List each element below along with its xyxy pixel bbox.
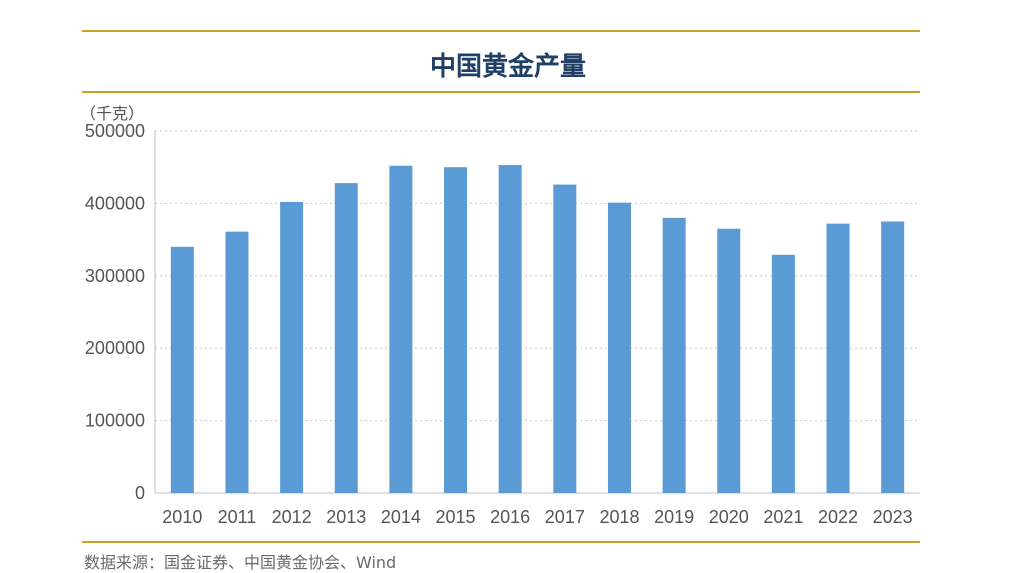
- y-axis-ticks: 0 100000 200000 300000 400000 500000: [85, 121, 145, 503]
- bar-2019: [662, 217, 686, 493]
- bar-2018: [607, 202, 631, 493]
- y-tick-label: 0: [135, 483, 145, 503]
- title-rule: [82, 91, 920, 93]
- bars: [170, 165, 905, 494]
- bar-2023: [881, 221, 905, 493]
- chart-title: 中国黄金产量: [429, 52, 586, 82]
- bar-2010: [170, 246, 194, 493]
- y-tick-label: 200000: [85, 338, 145, 358]
- top-rule: [82, 30, 920, 32]
- x-tick-label: 2010: [162, 507, 202, 527]
- x-tick-label: 2012: [272, 507, 312, 527]
- grid-lines: [155, 130, 920, 422]
- bar-2013: [334, 183, 358, 494]
- bar-2011: [225, 231, 249, 494]
- bar-2016: [498, 165, 522, 493]
- bar-2020: [717, 228, 741, 494]
- x-tick-label: 2016: [490, 507, 530, 527]
- y-tick-label: 400000: [85, 193, 145, 213]
- bottom-rule: [82, 541, 920, 543]
- x-tick-label: 2021: [763, 507, 803, 527]
- x-axis-ticks: 2010 2011 2012 2013 2014 2015 2016 2017 2018 2019…: [162, 507, 912, 527]
- x-tick-label: 2013: [326, 507, 366, 527]
- x-tick-label: 2023: [873, 507, 913, 527]
- bar-2021: [771, 254, 795, 493]
- x-tick-label: 2015: [436, 507, 476, 527]
- x-tick-label: 2022: [818, 507, 858, 527]
- source-note: 数据来源：国金证券、中国黄金协会、Wind: [84, 553, 397, 572]
- bar-2012: [280, 201, 304, 493]
- x-tick-label: 2017: [545, 507, 585, 527]
- bar-2022: [826, 223, 850, 493]
- bar-2014: [389, 165, 413, 493]
- y-axis-unit-label: （千克）: [80, 104, 145, 123]
- y-tick-label: 100000: [85, 411, 145, 431]
- bar-2017: [553, 184, 577, 494]
- y-tick-label: 300000: [85, 266, 145, 286]
- x-tick-label: 2011: [218, 507, 257, 527]
- x-tick-label: 2018: [599, 507, 639, 527]
- x-tick-label: 2020: [709, 507, 749, 527]
- x-tick-label: 2014: [381, 507, 421, 527]
- x-tick-label: 2019: [654, 507, 694, 527]
- bar-2015: [444, 167, 468, 493]
- y-tick-label: 500000: [85, 121, 145, 141]
